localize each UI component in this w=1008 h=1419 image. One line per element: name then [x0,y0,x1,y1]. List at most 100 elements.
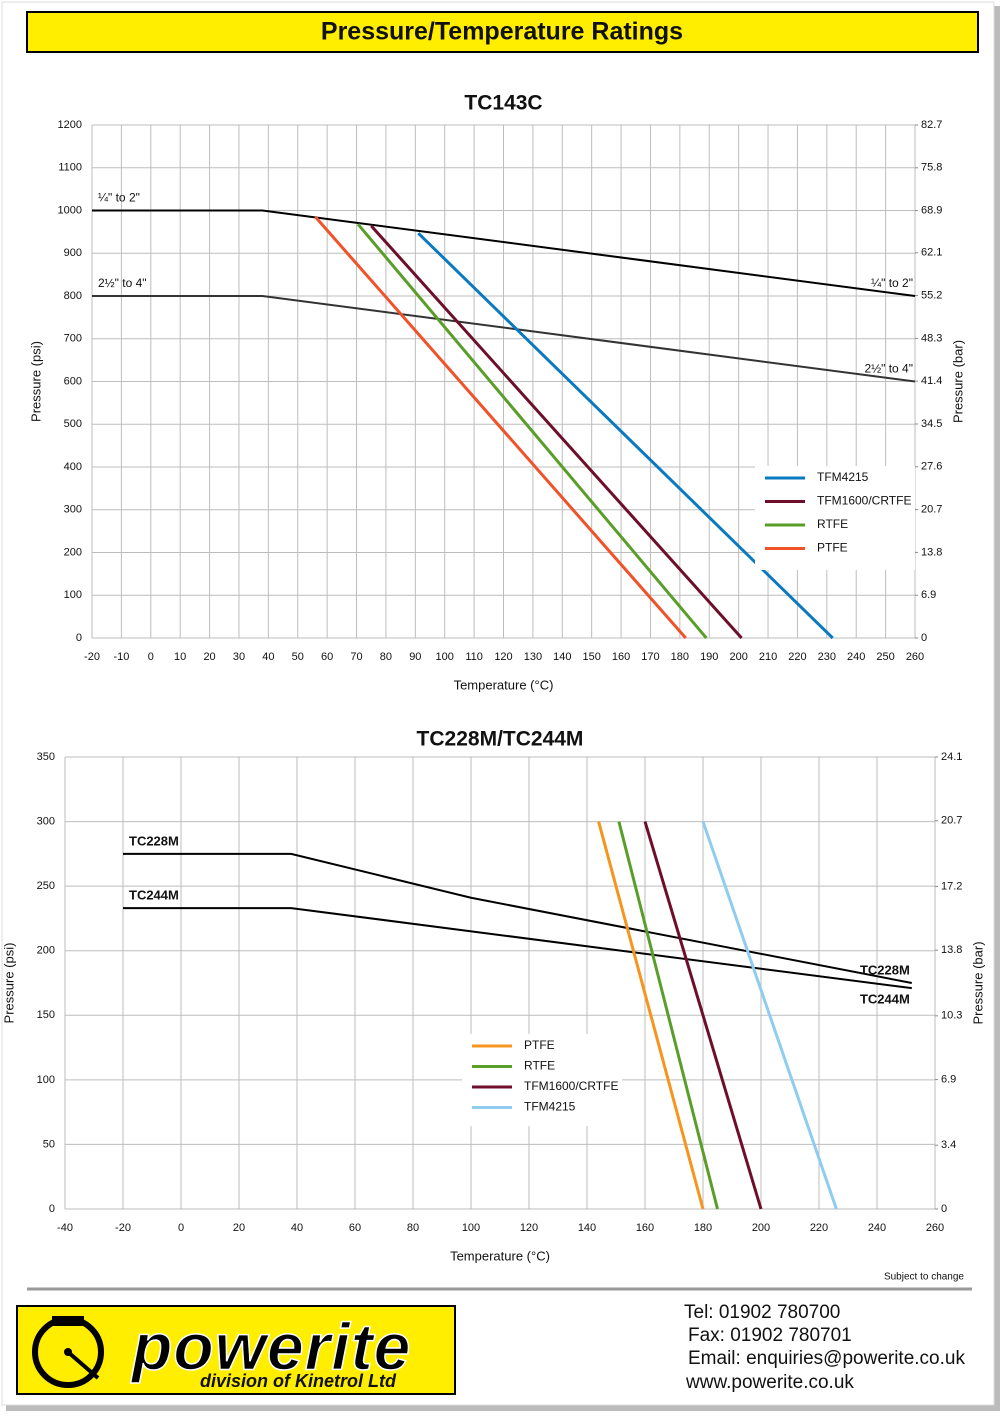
series-line [643,821,763,1210]
x-tick-label: 20 [233,1222,245,1234]
y-tick-label: 200 [64,546,82,558]
x-tick-label: 100 [462,1222,480,1234]
x-tick-label: 180 [671,651,689,663]
x-tick-label: 190 [700,651,718,663]
x-tick-label: 20 [203,651,215,663]
y-tick-label: 100 [37,1074,55,1086]
series-line [597,821,705,1210]
header-bar [26,11,979,53]
series-line [314,215,687,639]
x-tick-label: -20 [84,651,100,663]
legend-label: TFM4215 [524,1100,576,1114]
y-axis-label: Pressure (psi) [28,341,43,422]
x-tick-label: 70 [350,651,362,663]
x-tick-label: -40 [57,1222,73,1234]
y-tick-label: 900 [64,247,82,259]
x-tick-label: 60 [321,651,333,663]
x-tick-label: 0 [148,651,154,663]
series-line [417,232,834,640]
y-tick-label: 700 [64,333,82,345]
legend-label: RTFE [524,1059,555,1073]
y2-tick-label: 68.9 [921,205,942,217]
x-tick-label: 240 [847,651,865,663]
x-tick-label: 220 [788,651,806,663]
y2-tick-label: 3.4 [941,1139,956,1151]
x-tick-label: 230 [818,651,836,663]
y-tick-label: 50 [43,1138,55,1150]
legend-box [462,1034,622,1126]
y-tick-label: 300 [37,815,55,827]
rating-line [92,295,916,383]
x-tick-label: 260 [926,1222,944,1234]
y-axis-label: Pressure (psi) [1,943,16,1024]
x-tick-label: 80 [407,1222,419,1234]
header-title: Pressure/Temperature Ratings [321,18,683,46]
footer-note: Subject to change [884,1272,964,1283]
y2-tick-label: 41.4 [921,375,942,387]
x-tick-label: 140 [553,651,571,663]
x-tick-label: 160 [636,1222,654,1234]
x-tick-label: 30 [233,651,245,663]
rating-label: ¼" to 2" [98,191,140,205]
x-tick-label: 200 [729,651,747,663]
x-tick-label: 140 [578,1222,596,1234]
series-line [617,821,719,1210]
y-tick-label: 800 [64,290,82,302]
x-tick-label: 90 [409,651,421,663]
x-tick-label: 210 [759,651,777,663]
rating-label: 2½" to 4" [98,276,147,290]
x-tick-label: 10 [174,651,186,663]
legend-label: PTFE [524,1038,555,1052]
x-tick-label: 260 [906,651,924,663]
y2-tick-label: 24.1 [941,751,962,763]
y2-tick-label: 10.3 [941,1010,962,1022]
chart-title: TC143C [464,92,542,115]
y2-tick-label: 20.7 [941,815,962,827]
x-tick-label: 150 [582,651,600,663]
legend-label: TFM4215 [817,470,869,484]
rating-label: TC244M [129,888,179,903]
rating-label: TC244M [860,992,910,1007]
y2-tick-label: 13.8 [941,944,962,956]
x-tick-label: 160 [612,651,630,663]
rating-line [92,209,916,297]
y2-tick-label: 6.9 [941,1073,956,1085]
logo-tagline: division of Kinetrol Ltd [200,1371,397,1391]
y2-tick-label: 34.5 [921,418,942,430]
rating-label: TC228M [129,833,179,848]
series-line [701,821,838,1210]
x-tick-label: 250 [876,651,894,663]
y-tick-label: 600 [64,375,82,387]
x-tick-label: 0 [178,1222,184,1234]
y-tick-label: 350 [37,751,55,763]
x-axis-label: Temperature (°C) [450,1248,550,1263]
y2-axis-label: Pressure (bar) [950,340,965,423]
contact-tel: Tel: 01902 780700 [684,1302,840,1323]
legend-label: PTFE [817,541,848,555]
rating-label: ¼" to 2" [871,276,913,290]
y2-tick-label: 13.8 [921,546,942,558]
legend-label: TFM1600/CRTFE [524,1079,618,1093]
legend-label: TFM1600/CRTFE [817,494,911,508]
y2-tick-label: 0 [921,632,927,644]
y-tick-label: 400 [64,461,82,473]
y-tick-label: 250 [37,880,55,892]
x-tick-label: 120 [520,1222,538,1234]
x-tick-label: 40 [262,651,274,663]
x-tick-label: 240 [868,1222,886,1234]
chart-title: TC228M/TC244M [417,728,584,751]
y2-tick-label: 62.1 [921,247,942,259]
legend-box [755,466,915,570]
y-tick-label: 150 [37,1009,55,1021]
x-tick-label: 110 [465,651,483,663]
x-tick-label: -20 [115,1222,131,1234]
x-tick-label: 100 [436,651,454,663]
y-tick-label: 200 [37,945,55,957]
page-sheet [1,1,995,1406]
x-axis-label: Temperature (°C) [454,677,554,692]
charts: TC143C -20 -10 0 10 20 30 40 50 60 70 80 90 100 110 120… [1,92,985,1264]
y2-axis-label: Pressure (bar) [970,941,985,1024]
y2-tick-label: 55.2 [921,289,942,301]
rating-label: TC228M [860,962,910,977]
x-tick-label: 80 [380,651,392,663]
